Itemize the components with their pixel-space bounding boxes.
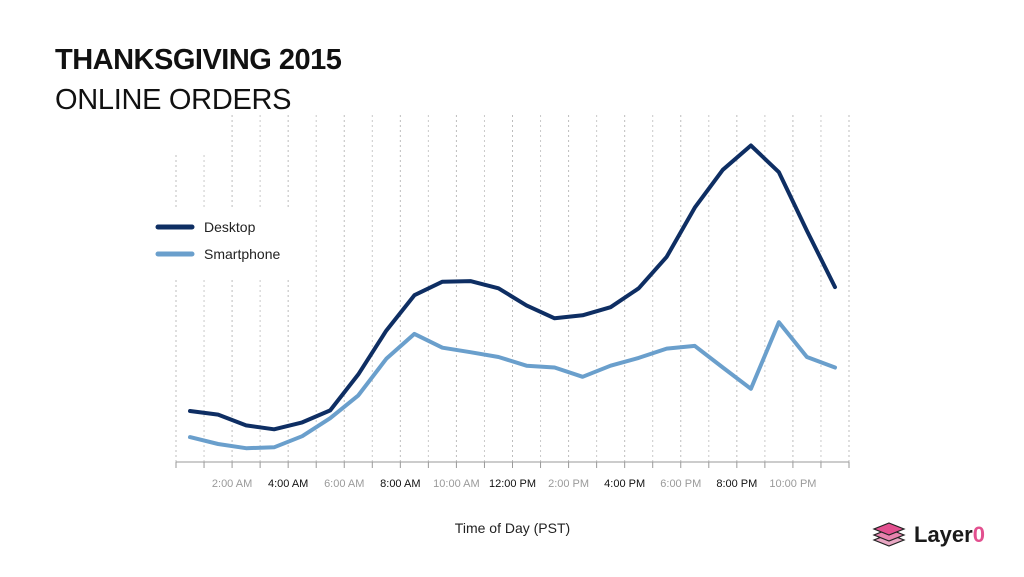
x-tick-label: 8:00 AM: [380, 478, 420, 490]
brand-name: Layer0: [914, 522, 985, 547]
x-tick-label: 8:00 PM: [716, 478, 757, 490]
x-tick-label: 10:00 PM: [769, 478, 816, 490]
x-tick-label: 2:00 AM: [212, 478, 252, 490]
x-tick-label: 2:00 PM: [548, 478, 589, 490]
series-line-desktop: [188, 143, 837, 432]
x-axis-label: Time of Day (PST): [455, 520, 570, 536]
x-tick-label: 6:00 AM: [324, 478, 364, 490]
x-tick-label: 4:00 AM: [268, 478, 308, 490]
brand-logo: Layer0: [872, 520, 985, 550]
x-tick-label: 6:00 PM: [660, 478, 701, 490]
chart-title: THANKSGIVING 2015: [55, 44, 342, 76]
legend-label-smartphone: Smartphone: [204, 246, 280, 262]
legend-box: [150, 208, 300, 278]
chart-subtitle: ONLINE ORDERS: [55, 84, 292, 116]
legend-label-desktop: Desktop: [204, 219, 256, 235]
x-tick-label: 4:00 PM: [604, 478, 645, 490]
x-tick-label: 12:00 PM: [489, 478, 536, 490]
series-line-smartphone: [188, 320, 837, 451]
layers-icon: [872, 522, 906, 547]
x-tick-label: 10:00 AM: [433, 478, 479, 490]
